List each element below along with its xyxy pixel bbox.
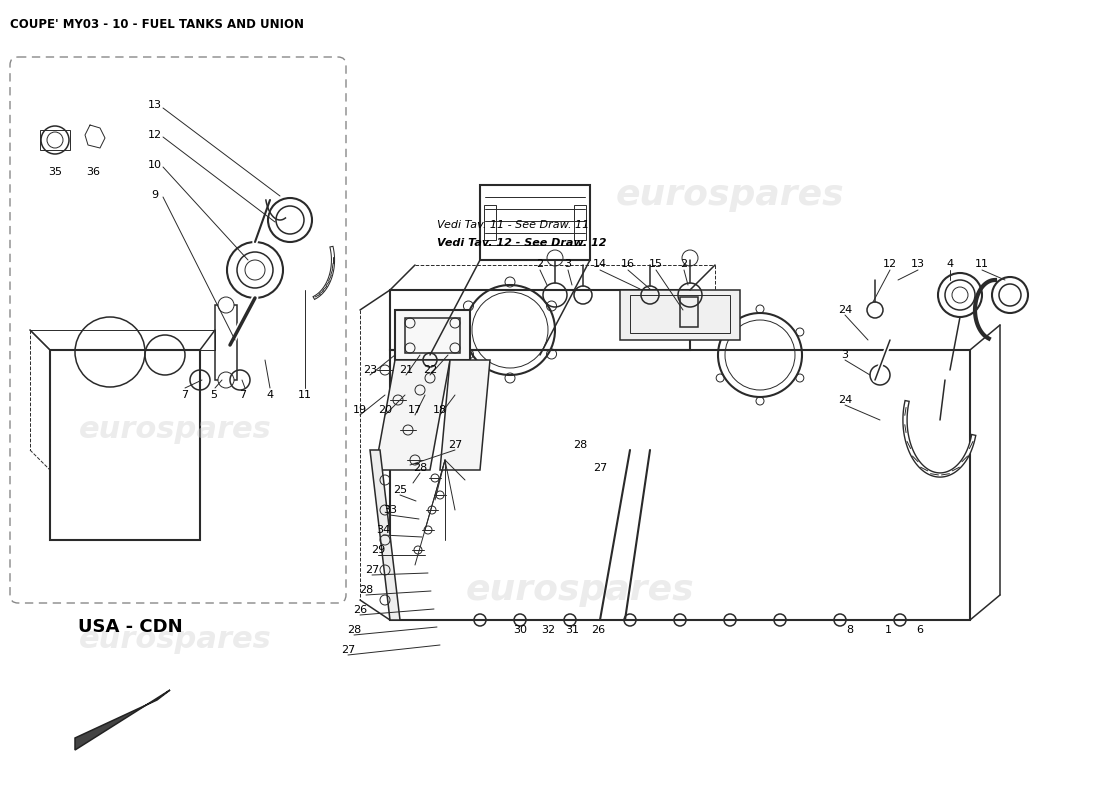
Text: 12: 12 <box>883 259 898 269</box>
Text: eurospares: eurospares <box>465 573 694 607</box>
Text: 19: 19 <box>353 405 367 415</box>
Text: 26: 26 <box>591 625 605 635</box>
Text: 24: 24 <box>838 305 853 315</box>
Bar <box>574 205 586 240</box>
Text: 11: 11 <box>975 259 989 269</box>
Text: 2: 2 <box>537 259 543 269</box>
Text: 4: 4 <box>946 259 954 269</box>
Text: 12: 12 <box>147 130 162 140</box>
Polygon shape <box>370 450 400 620</box>
Text: 10: 10 <box>148 160 162 170</box>
Text: 36: 36 <box>86 167 100 177</box>
Text: 6: 6 <box>916 625 924 635</box>
Bar <box>484 205 496 240</box>
Text: 13: 13 <box>911 259 925 269</box>
Circle shape <box>218 297 234 313</box>
Text: COUPE' MY03 - 10 - FUEL TANKS AND UNION: COUPE' MY03 - 10 - FUEL TANKS AND UNION <box>10 18 304 31</box>
Text: 33: 33 <box>383 505 397 515</box>
Text: eurospares: eurospares <box>78 415 272 445</box>
Bar <box>480 185 590 260</box>
Text: 25: 25 <box>393 485 407 495</box>
Circle shape <box>218 372 234 388</box>
Text: 17: 17 <box>408 405 422 415</box>
Text: 1: 1 <box>884 625 891 635</box>
Polygon shape <box>440 360 490 470</box>
Text: 8: 8 <box>846 625 854 635</box>
Text: 5: 5 <box>210 390 218 400</box>
Text: 32: 32 <box>541 625 556 635</box>
Text: eurospares: eurospares <box>78 626 272 654</box>
Text: 27: 27 <box>593 463 607 473</box>
Text: 2: 2 <box>681 259 688 269</box>
Text: 16: 16 <box>621 259 635 269</box>
Text: 7: 7 <box>240 390 246 400</box>
Text: 28: 28 <box>346 625 361 635</box>
Bar <box>40 130 70 150</box>
Text: 11: 11 <box>298 390 312 400</box>
Text: 3: 3 <box>564 259 572 269</box>
Text: Vedi Tav. 12 - See Draw. 12: Vedi Tav. 12 - See Draw. 12 <box>437 238 606 248</box>
Text: 30: 30 <box>513 625 527 635</box>
Text: 26: 26 <box>353 605 367 615</box>
Bar <box>680 297 698 327</box>
Text: 18: 18 <box>433 405 447 415</box>
Text: 15: 15 <box>649 259 663 269</box>
Text: 27: 27 <box>365 565 380 575</box>
Polygon shape <box>75 690 170 750</box>
Text: 9: 9 <box>152 190 158 200</box>
Polygon shape <box>375 360 450 470</box>
Text: 24: 24 <box>838 395 853 405</box>
Text: 13: 13 <box>148 100 162 110</box>
Text: 14: 14 <box>593 259 607 269</box>
Text: 23: 23 <box>363 365 377 375</box>
Bar <box>214 305 236 380</box>
Text: 20: 20 <box>378 405 392 415</box>
Text: 29: 29 <box>371 545 385 555</box>
Polygon shape <box>620 290 740 340</box>
Text: 35: 35 <box>48 167 62 177</box>
Text: 22: 22 <box>422 365 437 375</box>
Text: 27: 27 <box>341 645 355 655</box>
Text: Vedi Tav. 11 - See Draw. 11: Vedi Tav. 11 - See Draw. 11 <box>437 220 590 230</box>
Text: 34: 34 <box>376 525 390 535</box>
Text: 21: 21 <box>399 365 414 375</box>
Text: eurospares: eurospares <box>616 178 845 212</box>
Polygon shape <box>395 310 470 360</box>
Text: 31: 31 <box>565 625 579 635</box>
Text: 27: 27 <box>448 440 462 450</box>
Bar <box>630 295 730 333</box>
Text: 28: 28 <box>359 585 373 595</box>
Text: 28: 28 <box>412 463 427 473</box>
Text: 7: 7 <box>182 390 188 400</box>
Text: 4: 4 <box>266 390 274 400</box>
Text: USA - CDN: USA - CDN <box>78 618 183 636</box>
Text: 3: 3 <box>842 350 848 360</box>
Text: 28: 28 <box>573 440 587 450</box>
